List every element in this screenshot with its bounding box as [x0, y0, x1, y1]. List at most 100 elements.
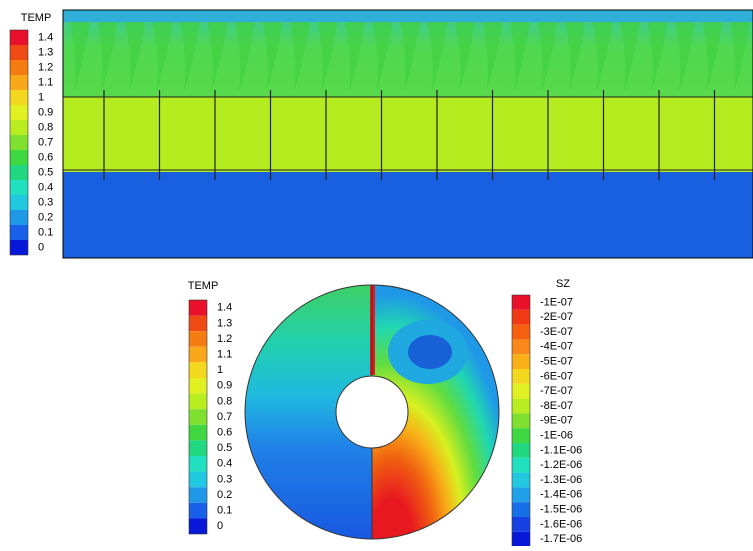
legend-swatch: [10, 75, 28, 90]
legend-label: 0: [217, 520, 223, 532]
legend-label: 1.3: [217, 317, 232, 329]
legends: TEMP 1.4 1.3 1.2 1.1 1 0.9 0.8 0.7 0.6 0.5 0.4 0.3 0.…: [9, 12, 582, 547]
legend-swatch: [512, 428, 530, 443]
legend-swatch: [512, 502, 530, 517]
legend-swatch: [10, 60, 28, 75]
legend-label: 0.8: [217, 395, 232, 407]
legend-label: -8E-07: [540, 400, 573, 412]
legend-swatch: [10, 195, 28, 210]
legend-label: 1.4: [38, 31, 53, 43]
legend-swatch: [512, 369, 530, 384]
legend-swatch: [189, 331, 207, 347]
legend-swatch: [512, 324, 530, 340]
legend-label: -1.1E-06: [540, 444, 582, 456]
legend-label: -1.6E-06: [540, 518, 582, 530]
legend-title: TEMP: [21, 12, 52, 24]
legend-swatch: [512, 472, 530, 488]
legend-swatch: [189, 424, 207, 441]
legend-label: 0.5: [38, 166, 53, 178]
legend-swatch: [10, 180, 28, 195]
legend-swatch: [512, 295, 530, 310]
legend-swatch: [512, 443, 530, 458]
legend-label: -7E-07: [540, 385, 573, 397]
legend-label: -1E-07: [540, 296, 573, 308]
legend-label: 0.5: [217, 442, 232, 454]
legend-label: 1.4: [217, 302, 232, 314]
legend-title: SZ: [556, 278, 570, 290]
legend-label: 1.1: [217, 349, 232, 361]
legend-swatch: [189, 502, 207, 519]
legend-swatch: [189, 487, 207, 503]
legend-swatch: [189, 518, 207, 534]
legend-swatch: [189, 378, 207, 394]
legend-swatch: [512, 383, 530, 399]
legend-swatch: [10, 150, 28, 165]
legend-label: 1: [38, 91, 44, 103]
legend-label: 0.4: [217, 458, 232, 470]
legend-swatch: [10, 225, 28, 240]
legend-label: 0.2: [217, 489, 232, 501]
legend-title: TEMP: [188, 280, 219, 292]
legend-label: 0.4: [38, 181, 53, 193]
legend-label: 0.3: [217, 473, 232, 485]
legend-swatch: [189, 346, 207, 363]
legend-label: 1: [217, 364, 223, 376]
legend-frame: [9, 29, 29, 256]
legend-swatch: [189, 409, 207, 425]
legend-label: -1.5E-06: [540, 504, 582, 516]
legend-swatch: [512, 517, 530, 532]
legend-swatch: [189, 315, 207, 332]
legend-swatch: [189, 393, 207, 410]
legend-swatch: [10, 210, 28, 225]
legend-label: 0.7: [38, 136, 53, 148]
legend-swatch: [10, 120, 28, 135]
legend-swatch: [512, 398, 530, 414]
color-legend: TEMP 1.4 1.3 1.2 1.1 1 0.9 0.8 0.7 0.6 0.5 0.4 0.3 0.…: [188, 280, 232, 535]
legend-label: -2E-07: [540, 311, 573, 323]
legend-swatch: [512, 309, 530, 325]
legend-label: -1.2E-06: [540, 459, 582, 471]
legend-label: -9E-07: [540, 415, 573, 427]
legend-label: 0.9: [217, 380, 232, 392]
color-legend: TEMP 1.4 1.3 1.2 1.1 1 0.9 0.8 0.7 0.6 0.5 0.4 0.3 0.…: [9, 12, 53, 256]
legend-swatch: [512, 413, 530, 429]
legend-swatch: [10, 90, 28, 105]
legend-label: -1.4E-06: [540, 489, 582, 501]
legend-swatch: [10, 105, 28, 120]
legend-label: 1.1: [38, 76, 53, 88]
legend-label: 0.2: [38, 211, 53, 223]
legend-label: -1.3E-06: [540, 474, 582, 486]
legend-swatch: [10, 45, 28, 60]
legend-frame: [188, 299, 208, 535]
legend-swatch: [512, 339, 530, 355]
legend-label: 0.9: [38, 106, 53, 118]
legend-label: 1.2: [38, 61, 53, 73]
legend-label: -5E-07: [540, 356, 573, 368]
legend-swatch: [512, 531, 530, 547]
legend-label: 0.1: [217, 505, 232, 517]
legend-label: 0.3: [38, 196, 53, 208]
legend-swatch: [189, 440, 207, 456]
legend-label: 0: [38, 241, 44, 253]
legend-swatch: [10, 240, 28, 255]
legend-label: 0.7: [217, 411, 232, 423]
legend-label: -3E-07: [540, 326, 573, 338]
legend-swatch: [189, 362, 207, 378]
legend-swatch: [512, 487, 530, 503]
legend-swatch: [189, 471, 207, 488]
legend-swatch: [10, 135, 28, 150]
legend-label: -4E-07: [540, 341, 573, 353]
legend-swatch: [512, 354, 530, 369]
legend-swatch: [512, 457, 530, 473]
legend-swatch: [189, 456, 207, 472]
legend-swatch: [189, 300, 207, 316]
legend-label: 0.6: [217, 427, 232, 439]
legend-label: 0.6: [38, 151, 53, 163]
legend-swatch: [10, 30, 28, 45]
top-contour-plot: [62, 9, 753, 259]
legend-label: 1.3: [38, 46, 53, 58]
legend-label: 0.8: [38, 121, 53, 133]
legend-label: -1E-06: [540, 430, 573, 442]
legend-label: -6E-07: [540, 370, 573, 382]
